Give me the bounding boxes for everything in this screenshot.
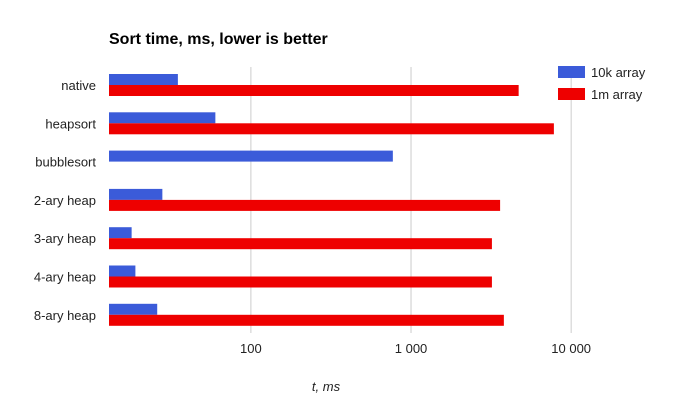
category-label: 2-ary heap	[34, 193, 96, 208]
bar-10k-array	[109, 265, 136, 277]
category-label: 8-ary heap	[34, 308, 96, 323]
category-label: 3-ary heap	[34, 231, 96, 246]
bar-10k-array	[109, 188, 163, 200]
bar-1m-array	[109, 85, 519, 96]
bar-10k-array	[109, 112, 216, 124]
bars	[109, 74, 554, 326]
bar-10k-array	[109, 227, 132, 239]
bar-1m-array	[109, 199, 501, 211]
bar-1m-array	[109, 123, 554, 135]
bar-1m-array	[109, 238, 492, 250]
x-tick-labels: 100 1 000 10 000	[240, 341, 591, 356]
bar-10k-array	[109, 150, 393, 162]
x-tick-label: 1 000	[395, 341, 428, 356]
category-label: bubblesort	[35, 155, 96, 170]
legend-swatch	[558, 88, 585, 100]
legend: 10k array 1m array	[558, 65, 646, 102]
bar-10k-array	[109, 74, 178, 85]
bar-1m-array	[109, 276, 492, 288]
x-tick-label: 100	[240, 341, 262, 356]
legend-label: 10k array	[591, 65, 646, 80]
category-label: heapsort	[45, 116, 96, 131]
legend-swatch	[558, 66, 585, 78]
category-labels: native heapsort bubblesort 2-ary heap 3-ary …	[34, 78, 97, 323]
bar-1m-array	[109, 314, 504, 326]
bar-10k-array	[109, 303, 158, 315]
category-label: native	[61, 78, 96, 93]
x-axis-title: t, ms	[312, 379, 341, 394]
x-tick-label: 10 000	[551, 341, 591, 356]
category-label: 4-ary heap	[34, 270, 96, 285]
chart-title: Sort time, ms, lower is better	[109, 31, 328, 48]
legend-label: 1m array	[591, 87, 643, 102]
